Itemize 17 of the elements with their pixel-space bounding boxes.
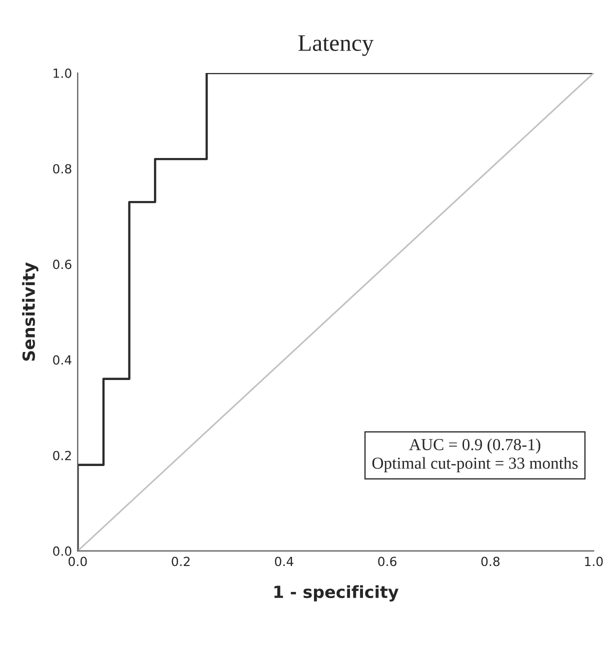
x-tick-label: 1.0 [585,556,603,566]
y-tick-label: 0.0 [53,546,72,556]
annotation: AUC = 0.9 (0.78-1) Optimal cut-point = 33 months [372,438,578,472]
chart-title: Latency [298,35,374,56]
x-tick-label: 0.4 [274,556,294,566]
y-axis-title: Sensitivity [22,262,38,361]
x-axis-title: 1 - specificity [274,585,398,602]
y-tick-label: 0.4 [53,355,72,365]
x-tick-label: 0.2 [172,556,190,566]
line-series [78,73,594,551]
y-tick-label: 0.6 [53,260,72,270]
x-tick-label: 0.8 [481,556,500,566]
x-tick-label: 0.6 [378,556,396,566]
x-tick-label: 0.0 [68,556,87,566]
y-tick-label: 1.0 [54,68,72,78]
y-tick-label: 0.2 [53,450,71,460]
y-tick-label: 0.8 [53,164,72,174]
